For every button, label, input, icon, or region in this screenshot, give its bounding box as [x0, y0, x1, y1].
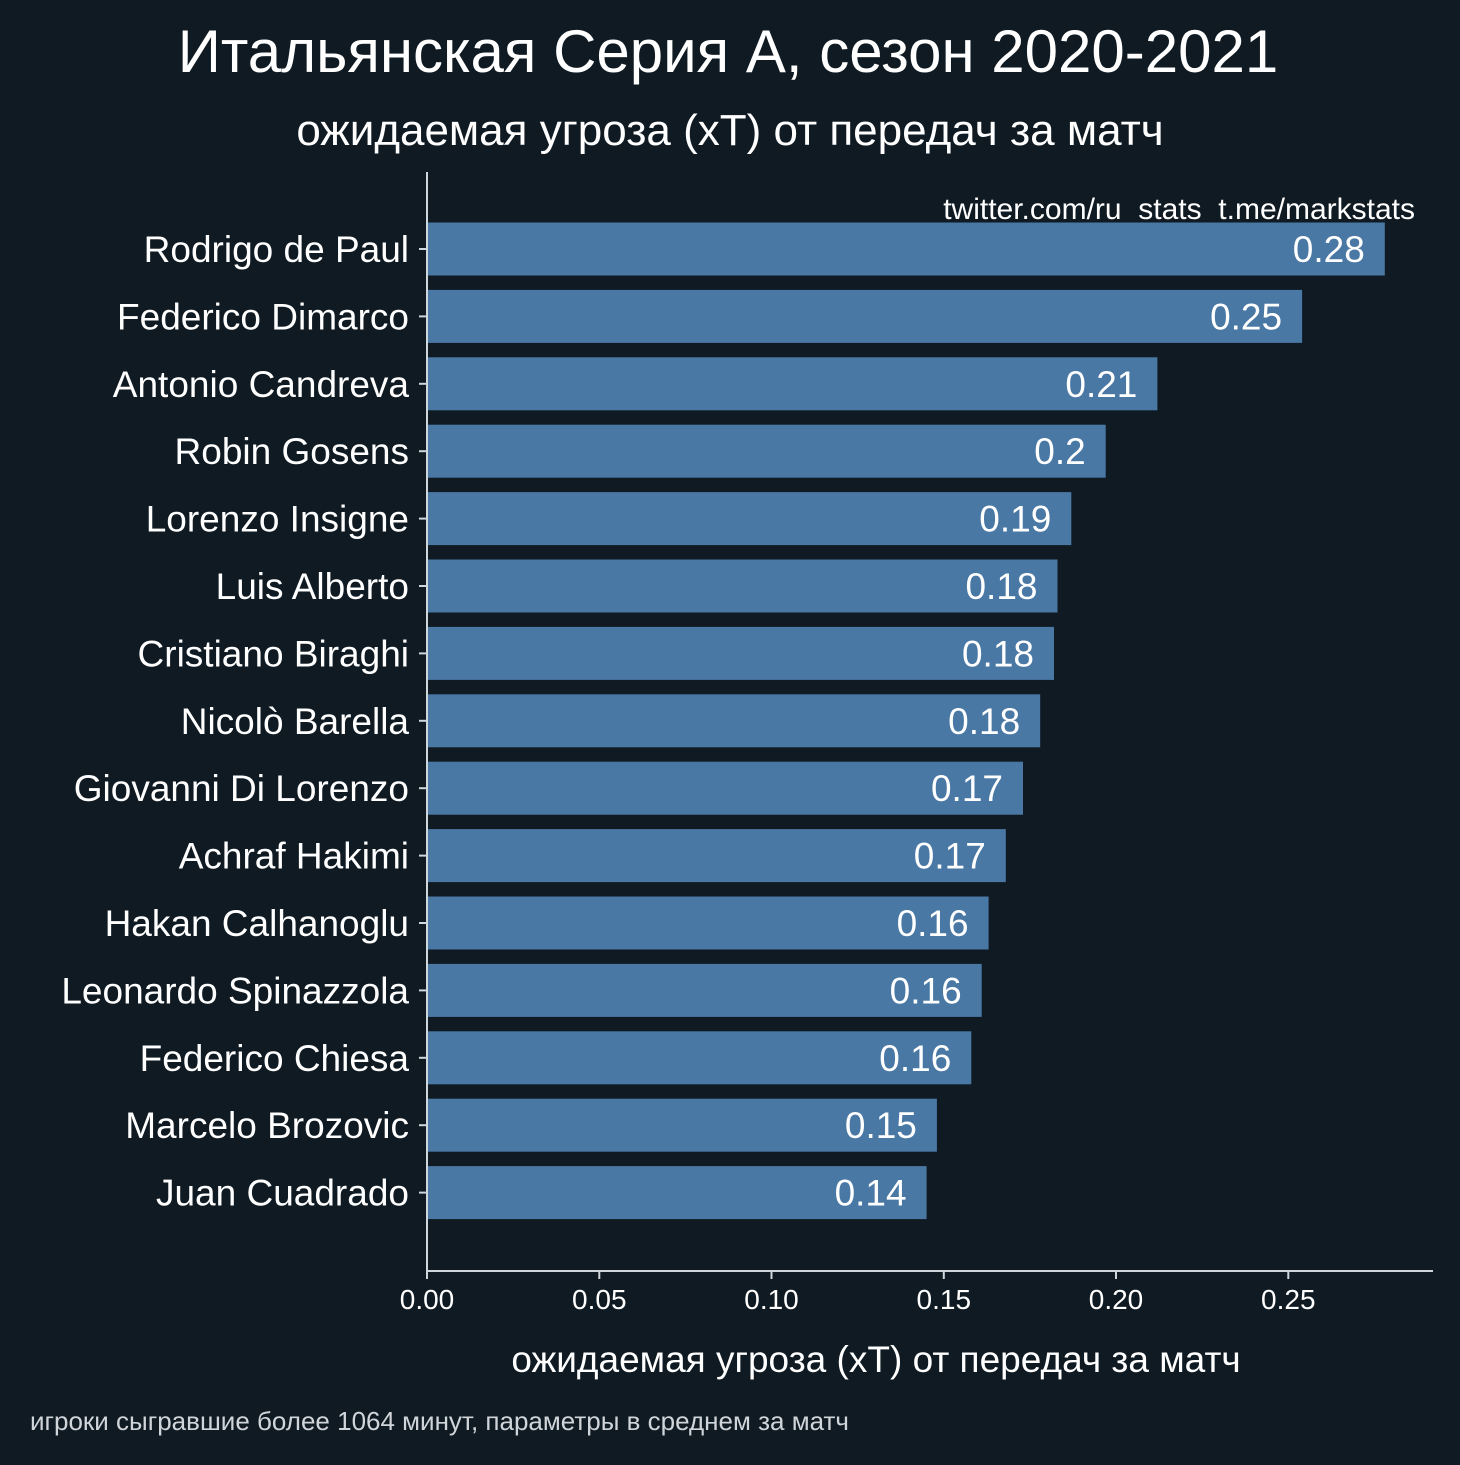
bar [427, 963, 982, 1017]
y-tick-label: Rodrigo de Paul [144, 229, 409, 270]
y-tick-label: Federico Chiesa [140, 1038, 410, 1079]
y-tick-label: Giovanni Di Lorenzo [74, 768, 409, 809]
axes-layer: Rodrigo de Paul Federico Dimarco Antonio C… [61, 172, 1433, 1315]
bar [427, 1031, 972, 1085]
y-tick-label: Cristiano Biraghi [138, 633, 409, 674]
bar [427, 492, 1072, 546]
footnote: игроки сыгравшие более 1064 минут, парам… [30, 1406, 849, 1436]
bar-value-label: 0.14 [835, 1173, 907, 1214]
bar [427, 559, 1058, 613]
bar [427, 1098, 937, 1152]
bar [427, 626, 1054, 680]
bar-value-label: 0.19 [979, 499, 1051, 540]
bar [427, 357, 1158, 411]
bar [427, 896, 989, 950]
watermark: twitter.com/ru_stats t.me/markstats [943, 193, 1415, 226]
y-tick-label: Nicolò Barella [181, 701, 410, 742]
bar [427, 1166, 927, 1220]
bar [427, 424, 1106, 478]
bar-value-label: 0.16 [897, 903, 969, 944]
chart-title: Итальянская Серия А, сезон 2020-2021 [178, 18, 1278, 85]
bar [427, 222, 1385, 276]
bar-value-label: 0.17 [931, 768, 1003, 809]
bar [427, 829, 1006, 883]
y-tick-label: Hakan Calhanoglu [105, 903, 409, 944]
y-tick-label: Luis Alberto [216, 566, 409, 607]
bar-value-label: 0.25 [1210, 296, 1282, 337]
y-tick-label: Antonio Candreva [113, 364, 410, 405]
bar-value-label: 0.18 [948, 701, 1020, 742]
bar-value-label: 0.16 [879, 1038, 951, 1079]
bars-layer: 0.28 0.25 0.21 0.2 0.19 0.18 0.18 0.18 0.17 0.17 0… [427, 222, 1385, 1220]
x-tick-label: 0.00 [400, 1284, 455, 1315]
y-tick-label: Robin Gosens [175, 431, 409, 472]
bar-value-label: 0.15 [845, 1105, 917, 1146]
y-tick-label: Leonardo Spinazzola [61, 970, 409, 1011]
y-tick-label: Achraf Hakimi [179, 836, 409, 877]
chart-subtitle: ожидаемая угроза (xT) от передач за матч [296, 106, 1163, 155]
x-axis-label: ожидаемая угроза (xT) от передач за матч [511, 1339, 1240, 1380]
y-tick-label: Marcelo Brozovic [125, 1105, 409, 1146]
y-tick-label: Juan Cuadrado [156, 1173, 409, 1214]
x-tick-label: 0.05 [572, 1284, 627, 1315]
bar-value-label: 0.28 [1293, 229, 1365, 270]
bar-value-label: 0.21 [1065, 364, 1137, 405]
x-tick-label: 0.15 [917, 1284, 972, 1315]
bar-value-label: 0.16 [890, 970, 962, 1011]
bar [427, 694, 1041, 748]
bar-value-label: 0.18 [965, 566, 1037, 607]
y-tick-label: Federico Dimarco [117, 296, 409, 337]
bar-value-label: 0.17 [914, 836, 986, 877]
bar [427, 761, 1023, 815]
bar [427, 289, 1303, 343]
x-tick-label: 0.25 [1261, 1284, 1316, 1315]
y-tick-label: Lorenzo Insigne [146, 499, 409, 540]
bar-value-label: 0.18 [962, 633, 1034, 674]
bar-value-label: 0.2 [1034, 431, 1085, 472]
x-tick-label: 0.10 [744, 1284, 799, 1315]
x-tick-label: 0.20 [1089, 1284, 1144, 1315]
